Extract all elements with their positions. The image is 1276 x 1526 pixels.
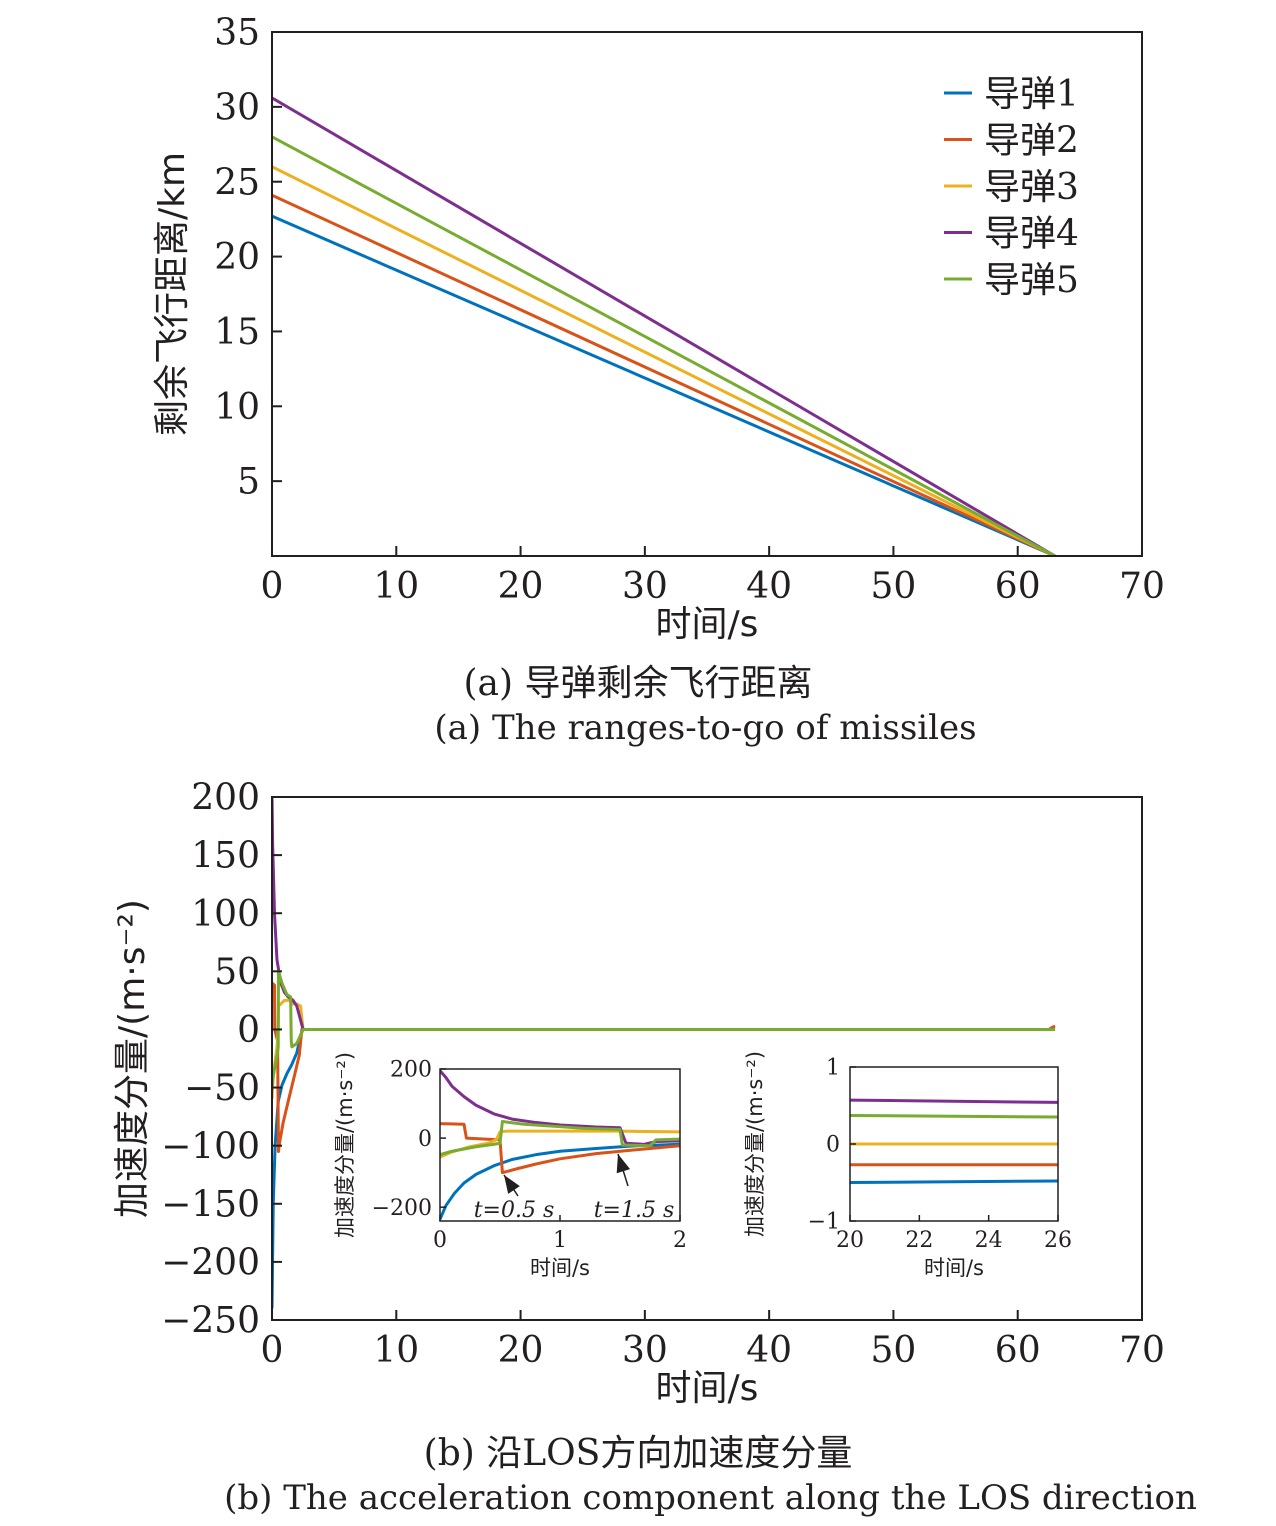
y-tick-label: 100 <box>191 894 260 935</box>
x-tick-label: 22 <box>905 1228 933 1253</box>
chart-b-inset-2: 20 22 24 26 −1 0 1 时间/s 加速度分量/(m·s⁻²) <box>743 1051 1072 1280</box>
x-tick-label: 40 <box>746 1330 792 1371</box>
series-line-4 <box>272 96 1056 556</box>
plot-frame <box>271 796 1143 1321</box>
y-tick-label: −50 <box>184 1068 260 1109</box>
y-tick-label: 150 <box>191 836 260 877</box>
y-axis-label: 加速度分量/(m·s⁻²) <box>743 1051 767 1237</box>
y-axis-label: 剩余飞行距离/km <box>152 152 193 436</box>
y-tick-label: 0 <box>826 1133 840 1158</box>
legend-label-2: 导弹2 <box>984 121 1079 162</box>
annotation-arrowhead-2 <box>616 1154 631 1174</box>
x-tick-label: 70 <box>1119 1330 1165 1371</box>
x-tick-label: 0 <box>433 1228 447 1253</box>
x-axis-label: 时间/s <box>656 604 759 645</box>
caption-b-cn: (b) 沿LOS方向加速度分量 <box>423 1433 853 1474</box>
x-tick-label: 20 <box>836 1228 864 1253</box>
x-tick-label: 10 <box>373 566 419 607</box>
x-tick-label: 0 <box>261 566 284 607</box>
legend: 导弹1 导弹2 导弹3 导弹4 导弹5 <box>944 74 1079 301</box>
y-tick-label: 5 <box>237 462 260 503</box>
series-line-4 <box>850 1098 1058 1104</box>
x-tick-label: 26 <box>1044 1228 1072 1253</box>
x-tick-label: 60 <box>995 1330 1041 1371</box>
y-tick-label: −150 <box>161 1184 260 1225</box>
chart-a: 0 10 20 30 40 50 60 70 5 10 15 20 25 30 35 时间/s 剩余飞行距离/k… <box>152 13 1165 645</box>
series-line-4 <box>272 797 1055 1031</box>
x-tick-label: 50 <box>871 1330 917 1371</box>
y-tick-label: 30 <box>214 87 260 128</box>
x-tick-label: 2 <box>673 1228 687 1253</box>
series-line-5 <box>850 1114 1058 1119</box>
y-tick-label: −100 <box>161 1126 260 1167</box>
x-tick-label: 50 <box>871 566 917 607</box>
y-tick-label: −1 <box>808 1210 840 1235</box>
annotation-label-2: t=1.5 s <box>594 1198 675 1223</box>
y-tick-label: 1 <box>826 1056 840 1081</box>
x-tick-label: 10 <box>373 1330 419 1371</box>
x-tick-label: 30 <box>622 1330 668 1371</box>
x-tick-label: 20 <box>498 566 544 607</box>
caption-a-cn: (a) 导弹剩余飞行距离 <box>463 663 813 704</box>
y-tick-label: 50 <box>214 952 260 993</box>
series-line-5 <box>272 969 1055 1088</box>
annotation-label-1: t=0.5 s <box>474 1198 555 1223</box>
y-tick-label: 0 <box>237 1010 260 1051</box>
y-tick-label: 200 <box>390 1058 432 1083</box>
series-line-2 <box>440 1122 680 1175</box>
y-tick-label: 35 <box>214 13 260 54</box>
y-tick-label: −200 <box>161 1242 260 1283</box>
legend-label-3: 导弹3 <box>984 167 1079 208</box>
x-tick-label: 40 <box>746 566 792 607</box>
x-tick-label: 0 <box>261 1330 284 1371</box>
x-tick-label: 30 <box>622 566 668 607</box>
x-tick-label: 24 <box>975 1228 1003 1253</box>
series-line-3 <box>272 998 1055 1100</box>
y-tick-label: 10 <box>214 387 260 428</box>
series-line-2 <box>272 193 1056 556</box>
series-line-1 <box>272 214 1056 556</box>
y-tick-label: 15 <box>214 312 260 353</box>
series-line-5 <box>272 135 1056 556</box>
x-tick-label: 60 <box>995 566 1041 607</box>
y-tick-label: 200 <box>191 778 260 819</box>
y-tick-label: 25 <box>214 162 260 203</box>
y-tick-label: −200 <box>372 1196 432 1221</box>
legend-label-4: 导弹4 <box>984 214 1079 255</box>
x-tick-label: 1 <box>553 1228 567 1253</box>
y-tick-label: −250 <box>161 1301 260 1342</box>
caption-a-en: (a) The ranges-to-go of missiles <box>434 708 977 748</box>
x-axis-label: 时间/s <box>530 1256 590 1280</box>
x-axis-label: 时间/s <box>924 1256 984 1280</box>
x-axis-label: 时间/s <box>656 1368 759 1409</box>
series-line-3 <box>272 165 1056 556</box>
legend-label-1: 导弹1 <box>984 74 1079 115</box>
caption-b-en: (b) The acceleration component along the… <box>224 1478 1197 1518</box>
legend-label-5: 导弹5 <box>984 260 1079 301</box>
series-line-4 <box>440 1069 680 1146</box>
y-tick-label: 0 <box>418 1127 432 1152</box>
x-tick-label: 70 <box>1119 566 1165 607</box>
y-tick-label: 20 <box>214 237 260 278</box>
chart-b: 0 10 20 30 40 50 60 70−250−200−150−100−50050100… <box>112 778 1165 1409</box>
y-axis-label: 加速度分量/(m·s⁻²) <box>112 899 153 1218</box>
x-tick-label: 20 <box>498 1330 544 1371</box>
series-line-5 <box>440 1120 680 1157</box>
plot-frame <box>271 31 1143 557</box>
y-axis-label: 加速度分量/(m·s⁻²) <box>333 1052 357 1238</box>
annotation-arrowhead-1 <box>504 1175 520 1194</box>
series-line-1 <box>850 1179 1058 1184</box>
